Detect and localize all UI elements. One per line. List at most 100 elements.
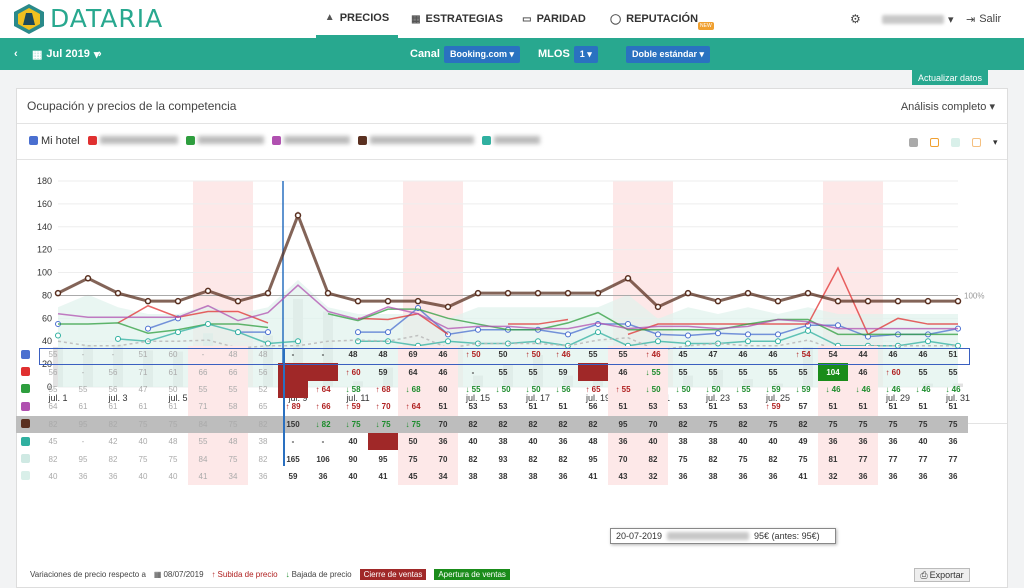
- table-cell[interactable]: ↑ 50: [525, 350, 541, 360]
- table-cell[interactable]: 56: [108, 384, 118, 394]
- table-cell[interactable]: 40: [468, 437, 478, 447]
- row-key[interactable]: [16, 363, 38, 380]
- table-cell[interactable]: 48: [348, 350, 358, 360]
- table-cell[interactable]: 55: [48, 384, 58, 394]
- table-cell[interactable]: -: [321, 437, 325, 447]
- table-cell[interactable]: 75: [698, 415, 728, 433]
- table-cell[interactable]: 50: [398, 432, 428, 451]
- table-cell[interactable]: 82: [458, 415, 488, 433]
- table-cell[interactable]: 75: [848, 415, 878, 433]
- next-month-button[interactable]: ›: [98, 38, 102, 70]
- table-cell[interactable]: 46: [428, 363, 458, 381]
- table-cell[interactable]: 36: [608, 432, 638, 451]
- table-cell[interactable]: 38: [498, 471, 508, 481]
- table-cell[interactable]: ↓ 46: [885, 384, 901, 394]
- table-cell[interactable]: 60: [428, 380, 458, 399]
- settings-button[interactable]: ⚙: [850, 0, 861, 38]
- table-cell[interactable]: 48: [218, 346, 248, 364]
- table-cell[interactable]: 75: [138, 454, 148, 464]
- table-cell[interactable]: 48: [218, 432, 248, 451]
- table-cell[interactable]: 82: [468, 454, 478, 464]
- table-cell[interactable]: 53: [738, 402, 748, 412]
- table-cell[interactable]: ↑ 64: [398, 398, 428, 416]
- table-cell[interactable]: ↓ 55: [465, 384, 481, 394]
- table-cell[interactable]: 84: [188, 415, 218, 433]
- table-cell[interactable]: 38: [258, 437, 268, 447]
- legend-item-competitor[interactable]: [185, 135, 264, 147]
- table-cell[interactable]: 51: [608, 398, 638, 416]
- table-cell[interactable]: 51: [818, 398, 848, 416]
- table-cell[interactable]: 53: [468, 402, 478, 412]
- toggle-area-icon[interactable]: [951, 138, 960, 147]
- row-key[interactable]: [16, 381, 38, 398]
- table-cell[interactable]: ↑ 60: [345, 367, 361, 377]
- table-cell[interactable]: 34: [218, 467, 248, 486]
- table-cell[interactable]: 58: [218, 398, 248, 416]
- table-cell[interactable]: 56: [108, 367, 118, 377]
- table-cell[interactable]: ↓ 68: [398, 380, 428, 399]
- canal-dropdown[interactable]: Booking.com ▾: [443, 45, 521, 63]
- table-cell[interactable]: 38: [468, 471, 478, 481]
- table-cell[interactable]: 36: [848, 467, 878, 486]
- table-cell[interactable]: 41: [188, 467, 218, 486]
- table-cell[interactable]: 53: [638, 398, 668, 416]
- table-cell[interactable]: 51: [888, 402, 898, 412]
- table-cell[interactable]: 36: [258, 471, 268, 481]
- table-cell[interactable]: ↑ 66: [315, 402, 331, 412]
- table-cell[interactable]: 55: [768, 367, 778, 377]
- table-cell[interactable]: 75: [218, 415, 248, 433]
- table-cell[interactable]: 75: [798, 454, 808, 464]
- table-cell[interactable]: 55: [738, 367, 748, 377]
- table-cell[interactable]: 42: [108, 437, 118, 447]
- legend-item-competitor[interactable]: [357, 135, 474, 147]
- table-cell[interactable]: 90: [348, 454, 358, 464]
- table-cell[interactable]: 36: [948, 471, 958, 481]
- dataria-logo[interactable]: [12, 3, 46, 35]
- table-cell[interactable]: -: [188, 346, 218, 364]
- table-cell[interactable]: 36: [848, 432, 878, 451]
- table-cell[interactable]: 61: [168, 402, 178, 412]
- table-cell[interactable]: 61: [138, 402, 148, 412]
- table-cell[interactable]: 40: [638, 432, 668, 451]
- table-cell[interactable]: -: [291, 350, 295, 360]
- table-cell[interactable]: 64: [398, 363, 428, 381]
- table-cell[interactable]: ↑ 46: [555, 350, 571, 360]
- table-cell[interactable]: ↑ 64: [315, 384, 331, 394]
- table-cell[interactable]: -: [471, 367, 475, 377]
- table-cell[interactable]: 40: [48, 471, 58, 481]
- legend-item-competitor[interactable]: [481, 135, 540, 147]
- table-cell[interactable]: 82: [548, 415, 578, 433]
- table-cell[interactable]: 82: [258, 454, 268, 464]
- table-cell[interactable]: 77: [848, 450, 878, 468]
- table-cell[interactable]: 41: [798, 471, 808, 481]
- table-cell[interactable]: ↓ 75: [398, 415, 428, 433]
- update-data-button[interactable]: Actualizar datos: [912, 70, 988, 85]
- nav-paridad[interactable]: ▭ PARIDAD: [516, 0, 592, 38]
- table-cell[interactable]: 36: [738, 471, 748, 481]
- table-cell[interactable]: 36: [918, 471, 928, 481]
- table-cell[interactable]: 55: [48, 350, 58, 360]
- table-cell[interactable]: 46: [768, 350, 778, 360]
- table-cell[interactable]: 82: [788, 415, 818, 433]
- table-cell[interactable]: 40: [918, 437, 928, 447]
- row-key[interactable]: [16, 450, 38, 467]
- table-cell[interactable]: 36: [768, 471, 778, 481]
- table-cell[interactable]: 48: [258, 350, 268, 360]
- table-cell[interactable]: 57: [798, 402, 808, 412]
- table-cell[interactable]: 44: [848, 346, 878, 364]
- table-cell[interactable]: 55: [188, 432, 218, 451]
- table-cell[interactable]: 61: [108, 402, 118, 412]
- table-cell[interactable]: 51: [528, 402, 538, 412]
- table-cell[interactable]: 82: [768, 454, 778, 464]
- table-cell[interactable]: 36: [428, 432, 458, 451]
- table-cell[interactable]: 70: [428, 450, 458, 468]
- table-cell[interactable]: 55: [918, 367, 928, 377]
- table-cell[interactable]: 47: [708, 350, 718, 360]
- table-cell[interactable]: 59: [558, 367, 568, 377]
- table-cell[interactable]: 95: [588, 454, 598, 464]
- table-cell[interactable]: 46: [888, 350, 898, 360]
- table-cell[interactable]: 38: [708, 437, 718, 447]
- table-cell[interactable]: 59: [288, 471, 298, 481]
- table-cell[interactable]: 82: [558, 454, 568, 464]
- table-cell[interactable]: 40: [348, 437, 358, 447]
